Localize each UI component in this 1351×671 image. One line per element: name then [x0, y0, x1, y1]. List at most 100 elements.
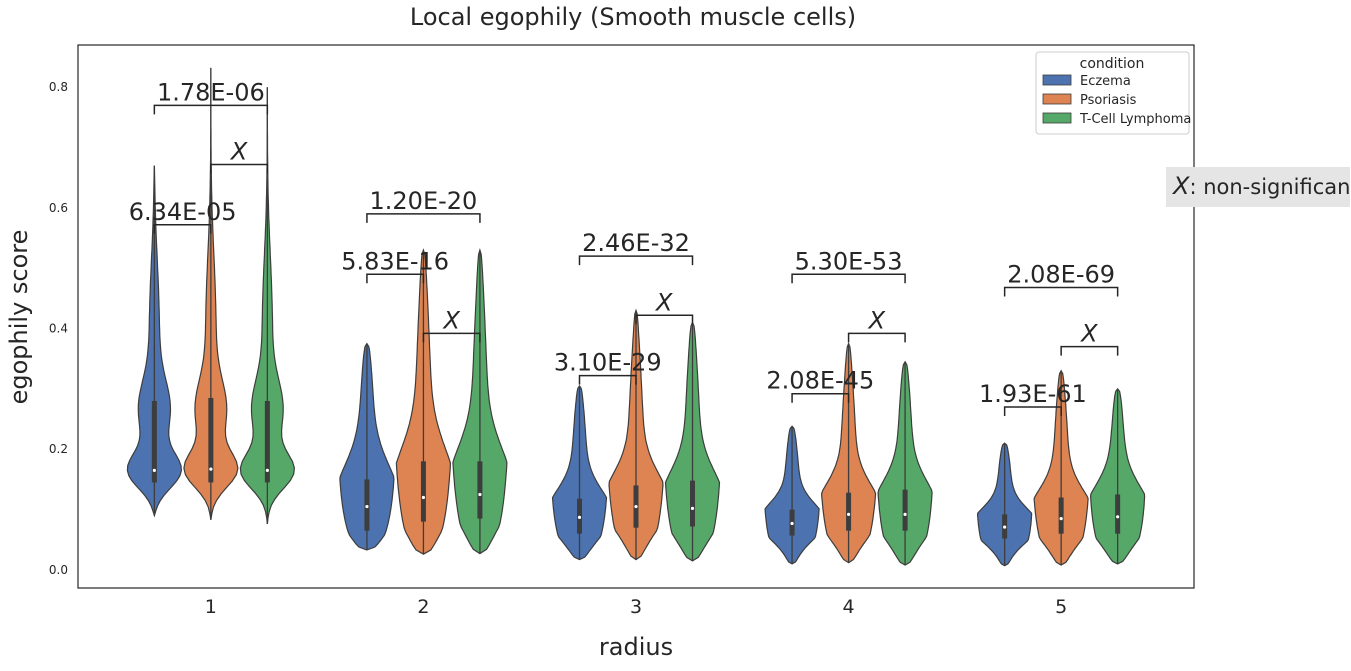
violin-eczema-r5 — [976, 442, 1033, 567]
p-value-label: 2.46E-32 — [582, 229, 690, 257]
plot-frame — [77, 44, 1195, 589]
violin-eczema-r2 — [339, 342, 395, 551]
violin-iqr-box — [1115, 494, 1121, 534]
y-tick-label: 0.6 — [49, 201, 68, 215]
x-tick-label: 2 — [417, 596, 429, 618]
significance-bracket: 2.08E-69 — [1003, 261, 1119, 297]
bracket-line — [847, 332, 906, 343]
significance-bracket: X — [210, 137, 269, 174]
p-value-label: X — [654, 288, 673, 316]
violin-layer — [126, 67, 1146, 567]
note-label: : non-significant — [1189, 175, 1351, 199]
bracket-line — [153, 104, 269, 115]
p-value-label: 3.10E-29 — [554, 349, 662, 377]
bracket-line — [578, 374, 637, 385]
p-value-label: X — [867, 306, 886, 334]
violin-median — [1059, 517, 1063, 521]
legend-item-label: T-Cell Lymphoma — [1079, 112, 1191, 127]
bracket-line — [1003, 286, 1119, 297]
significance-note: X: non-significant — [1166, 167, 1351, 207]
violin-median — [1003, 525, 1007, 529]
violin-median — [690, 506, 695, 510]
bracket-line — [791, 392, 850, 403]
x-axis-ticks: 1 2 3 4 5 — [205, 596, 1067, 618]
x-axis-label: radius — [599, 633, 673, 661]
bracket-line — [635, 314, 694, 325]
legend-box — [1035, 51, 1190, 135]
violin-median — [365, 504, 369, 509]
violin-psoriasis-r2 — [395, 248, 452, 555]
p-value-label: X — [229, 137, 248, 165]
note-text: X: non-significant — [1171, 172, 1351, 200]
p-value-label: 2.08E-69 — [1007, 261, 1115, 289]
y-axis-ticks: 0.0 0.2 0.4 0.6 0.8 — [49, 80, 68, 577]
violin-median — [421, 495, 426, 500]
p-value-label: 2.08E-45 — [766, 367, 874, 395]
violin-iqr-box — [1058, 497, 1064, 534]
violin-median — [846, 512, 851, 516]
significance-bracket: 1.78E-06 — [153, 78, 269, 115]
significance-bracket: X — [847, 306, 906, 343]
note-symbol: X — [1171, 172, 1190, 200]
p-value-label: 1.20E-20 — [370, 187, 478, 215]
x-tick-label: 4 — [843, 596, 855, 618]
bracket-line — [210, 163, 269, 174]
bracket-line — [578, 255, 694, 266]
y-tick-label: 0.0 — [49, 563, 68, 577]
significance-bracket: 3.10E-29 — [554, 349, 662, 385]
bracket-line — [366, 273, 425, 284]
significance-bracket: X — [1060, 320, 1119, 356]
significance-bracket: 1.20E-20 — [366, 187, 481, 223]
legend: condition Eczema Psoriasis T-Cell Lymphoma — [1035, 51, 1191, 135]
violin-median — [634, 504, 638, 509]
violin-iqr-box — [902, 489, 908, 531]
significance-bracket: X — [635, 288, 694, 325]
y-tick-label: 0.4 — [49, 322, 68, 336]
p-value-label: X — [1079, 320, 1098, 348]
violin-median — [903, 512, 907, 516]
significance-bracket: 5.83E-16 — [341, 247, 449, 284]
violin-psoriasis-r4 — [820, 342, 877, 564]
violin-iqr-box — [477, 461, 483, 519]
bracket-line — [791, 273, 906, 284]
bracket-line — [366, 213, 481, 223]
violin-psoriasis-r3 — [608, 308, 664, 561]
x-tick-label: 1 — [205, 596, 217, 618]
violin-median — [790, 521, 794, 526]
violin-t-cell-lymphoma-r2 — [452, 247, 508, 555]
violin-median — [478, 492, 482, 497]
violin-median — [577, 515, 582, 520]
bracket-line — [1003, 406, 1062, 416]
violin-t-cell-lymphoma-r4 — [877, 360, 933, 566]
bracket-line — [153, 224, 212, 234]
p-value-label: X — [441, 306, 460, 334]
legend-item-label: Eczema — [1080, 74, 1131, 89]
violin-eczema-r1 — [126, 165, 183, 518]
p-value-label: 5.30E-53 — [795, 247, 903, 275]
chart-title: Local egophily (Smooth muscle cells) — [410, 3, 856, 31]
significance-bracket: X — [422, 306, 481, 343]
legend-swatch — [1042, 112, 1072, 124]
y-tick-label: 0.8 — [49, 80, 68, 94]
p-value-label: 1.78E-06 — [157, 78, 265, 106]
violin-iqr-box — [420, 461, 426, 522]
violin-psoriasis-r5 — [1033, 369, 1089, 566]
violin-psoriasis-r1 — [183, 67, 239, 520]
significance-bracket: 5.30E-53 — [791, 247, 906, 284]
y-axis-label: egophily score — [5, 230, 33, 405]
y-tick-label: 0.2 — [49, 442, 68, 456]
bracket-line — [1060, 345, 1119, 356]
violin-t-cell-lymphoma-r5 — [1089, 387, 1146, 565]
violin-iqr-box — [151, 400, 157, 483]
violin-iqr-box — [690, 480, 695, 527]
legend-item-label: Psoriasis — [1080, 93, 1137, 108]
violin-median — [152, 468, 156, 472]
p-value-label: 1.93E-61 — [979, 380, 1087, 408]
legend-title: condition — [1080, 56, 1145, 72]
significance-annotations: 6.34E-05 X 1.78E-06 5.83E-16 X 1.20E-20 3.10E-… — [129, 78, 1119, 416]
significance-bracket: 2.08E-45 — [766, 367, 874, 403]
violin-t-cell-lymphoma-r1 — [239, 87, 296, 525]
x-tick-label: 5 — [1055, 596, 1067, 618]
p-value-label: 5.83E-16 — [341, 247, 449, 275]
